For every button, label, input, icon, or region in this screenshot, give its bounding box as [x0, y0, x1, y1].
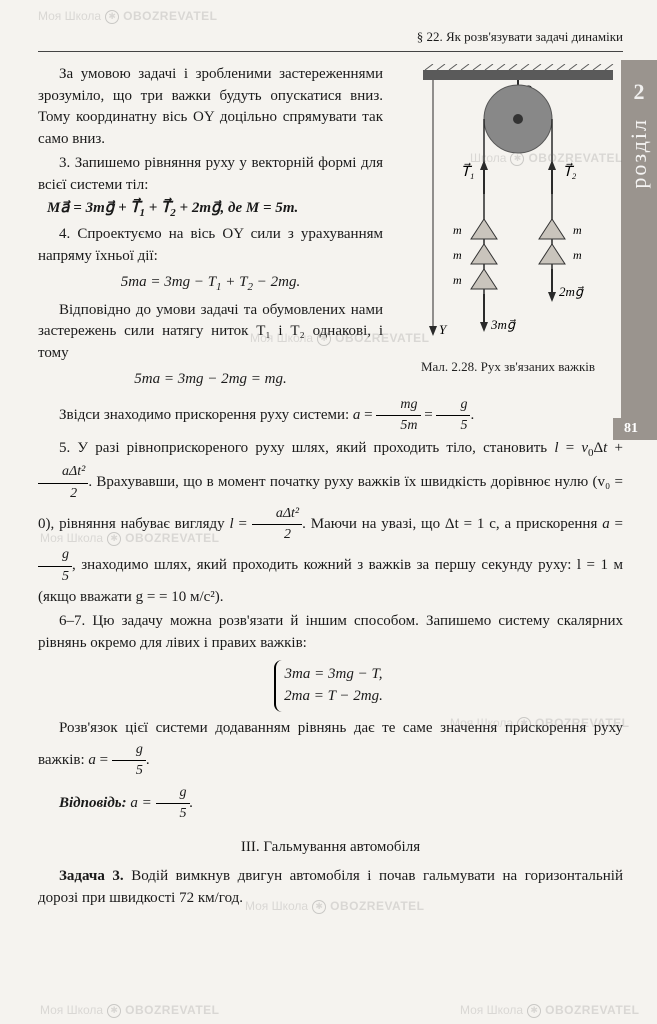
p5-text: Звідси знаходимо прискорення руху систем…: [59, 407, 353, 423]
answer-line: Відповідь: a = g 5 .: [38, 783, 623, 825]
watermark: Моя Школа✱OBOZREVATEL: [460, 1002, 640, 1019]
paragraph-6: 5. У разі рівноприскореного руху шлях, я…: [38, 438, 623, 608]
page: § 22. Як розв'язувати задачі динаміки 2 …: [0, 0, 657, 932]
label-3mg: 3mg⃗: [490, 317, 516, 332]
watermark: Моя Школа✱OBOZREVATEL: [245, 898, 425, 915]
frac-adt2-b: aΔt² 2: [252, 504, 302, 546]
sys-line-2: 2ma = T − 2mg.: [284, 688, 383, 704]
svg-text:m: m: [573, 248, 582, 262]
frac-g-5-ans: g 5: [156, 783, 190, 825]
watermark: Моя Школа✱OBOZREVATEL: [40, 530, 220, 547]
watermark: Моя Школа✱OBOZREVATEL: [38, 8, 218, 25]
body: O Y T⃗₁: [38, 64, 623, 910]
left-weights: [471, 219, 497, 289]
frac-g-5: g 5: [436, 395, 470, 437]
watermark: Школа✱OBOZREVATEL: [470, 150, 623, 167]
frac-g-5-b: g 5: [38, 545, 72, 587]
svg-text:m: m: [573, 223, 582, 237]
svg-text:m: m: [453, 273, 462, 287]
paragraph-5: Звідси знаходимо прискорення руху систем…: [38, 395, 623, 437]
figure-pulley: O Y T⃗₁: [393, 64, 623, 354]
frac-g-5-c: g 5: [112, 740, 146, 782]
paragraph-7: 6–7. Цю задачу можна розв'язати й іншим …: [38, 611, 623, 655]
frac-mg-5m: mg 5m: [376, 395, 420, 437]
sys-line-1: 3ma = 3mg − T,: [285, 666, 383, 682]
side-tab: 2 розділ: [621, 60, 657, 440]
equation-system: 3ma = 3mg − T, 2ma = T − 2mg.: [38, 660, 623, 712]
watermark: Моя Школа✱OBOZREVATEL: [40, 1002, 220, 1019]
label-2mg: 2mg⃗: [559, 284, 584, 299]
section-heading-3: III. Гальмування автомобіля: [38, 837, 623, 859]
figure-caption: Мал. 2.28. Рух зв'язаних важків: [393, 358, 623, 377]
frac-adt2-a: aΔt² 2: [38, 462, 88, 504]
chapter-number: 2: [634, 76, 645, 108]
watermark: Моя Школа✱OBOZREVATEL: [250, 330, 430, 347]
side-label: розділ: [623, 118, 655, 189]
section-header: § 22. Як розв'язувати задачі динаміки: [38, 28, 623, 52]
watermark: Моя Школа✱OBOZREVATEL: [450, 715, 630, 732]
svg-text:m: m: [453, 248, 462, 262]
svg-text:m: m: [453, 223, 462, 237]
label-Y: Y: [439, 322, 448, 337]
